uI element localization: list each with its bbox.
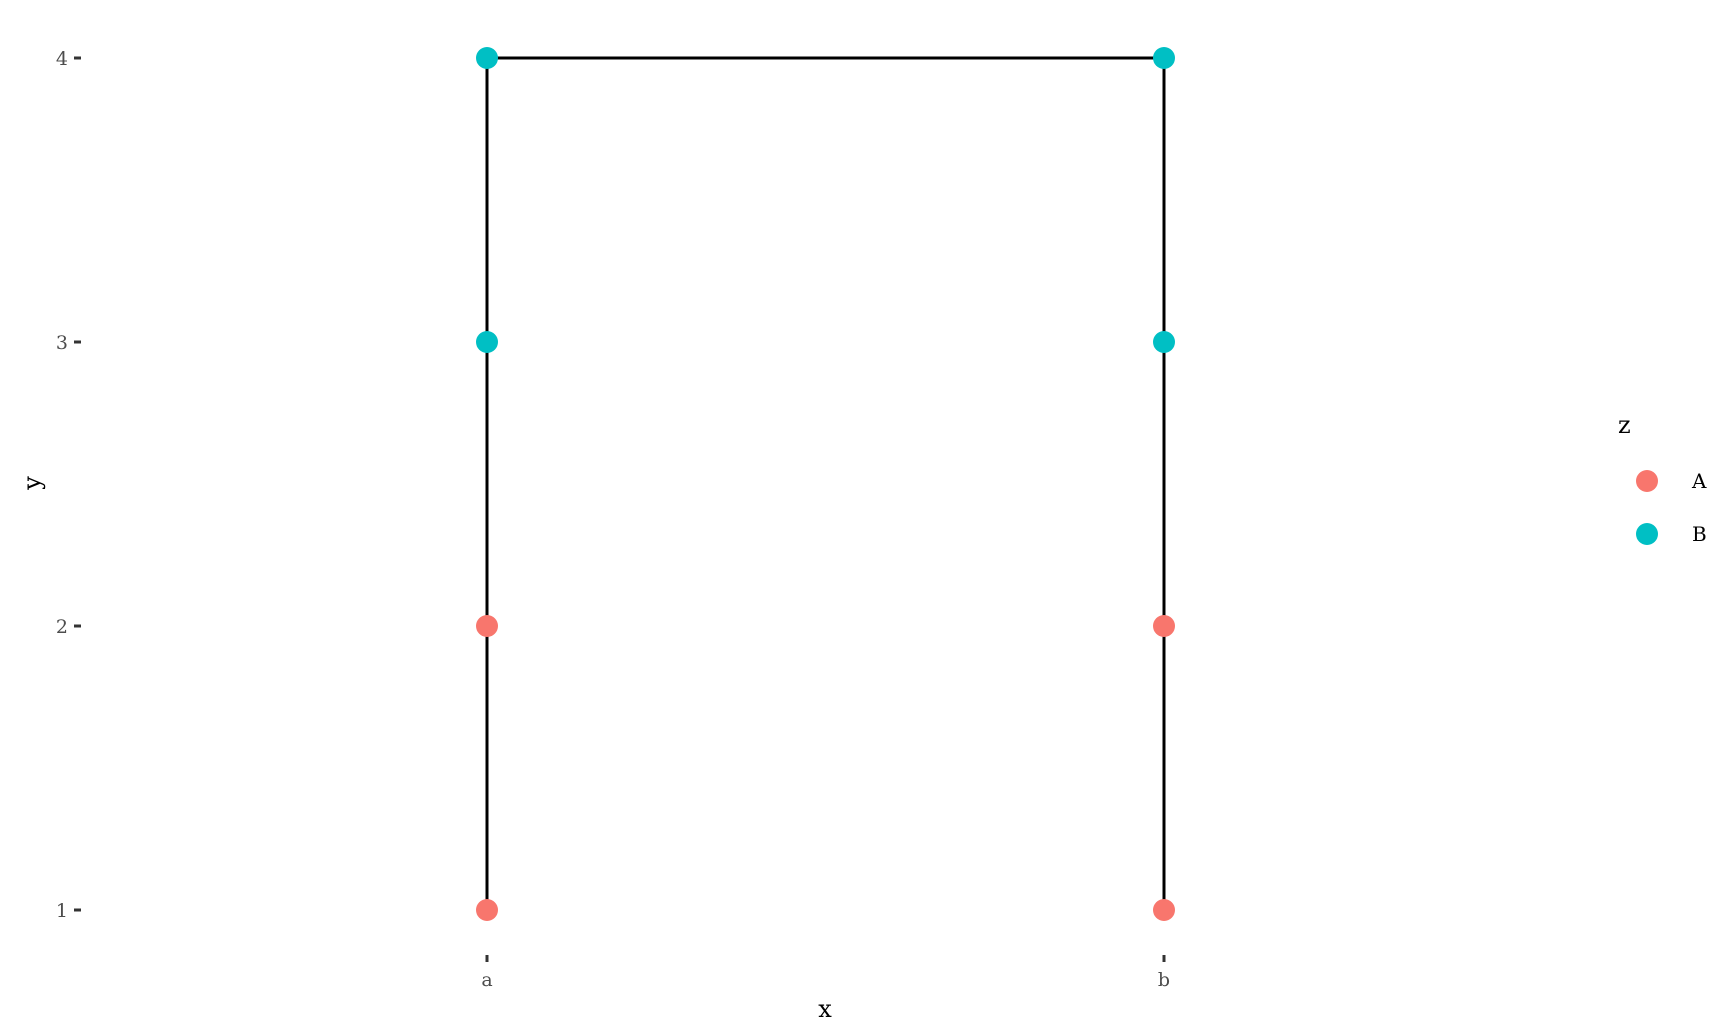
path-layer — [485, 56, 1166, 910]
data-point-a — [1153, 615, 1175, 637]
data-point-b — [476, 331, 498, 353]
points-layer — [476, 47, 1175, 921]
data-point-b — [476, 47, 498, 69]
axes-layer: 1 2 3 4 a b — [56, 48, 1170, 991]
legend: z AB — [1618, 411, 1707, 546]
legend-key-a — [1636, 470, 1658, 492]
legend-label-b: B — [1692, 522, 1707, 546]
path-line — [485, 56, 1166, 910]
data-point-b — [1153, 47, 1175, 69]
x-tick-label: b — [1158, 969, 1170, 991]
y-tick-label: 2 — [56, 616, 68, 638]
x-tick-label: a — [481, 969, 492, 991]
data-point-a — [476, 899, 498, 921]
y-tick-label: 4 — [56, 48, 68, 70]
legend-entries: AB — [1636, 469, 1707, 546]
legend-key-b — [1636, 523, 1658, 545]
data-point-b — [1153, 331, 1175, 353]
legend-title: z — [1618, 411, 1631, 439]
y-axis-title: y — [18, 476, 46, 491]
y-tick-label: 1 — [56, 900, 68, 922]
y-tick-label: 3 — [56, 332, 68, 354]
legend-label-a: A — [1691, 469, 1707, 493]
data-point-a — [1153, 899, 1175, 921]
data-point-a — [476, 615, 498, 637]
x-axis-title: x — [818, 995, 832, 1023]
